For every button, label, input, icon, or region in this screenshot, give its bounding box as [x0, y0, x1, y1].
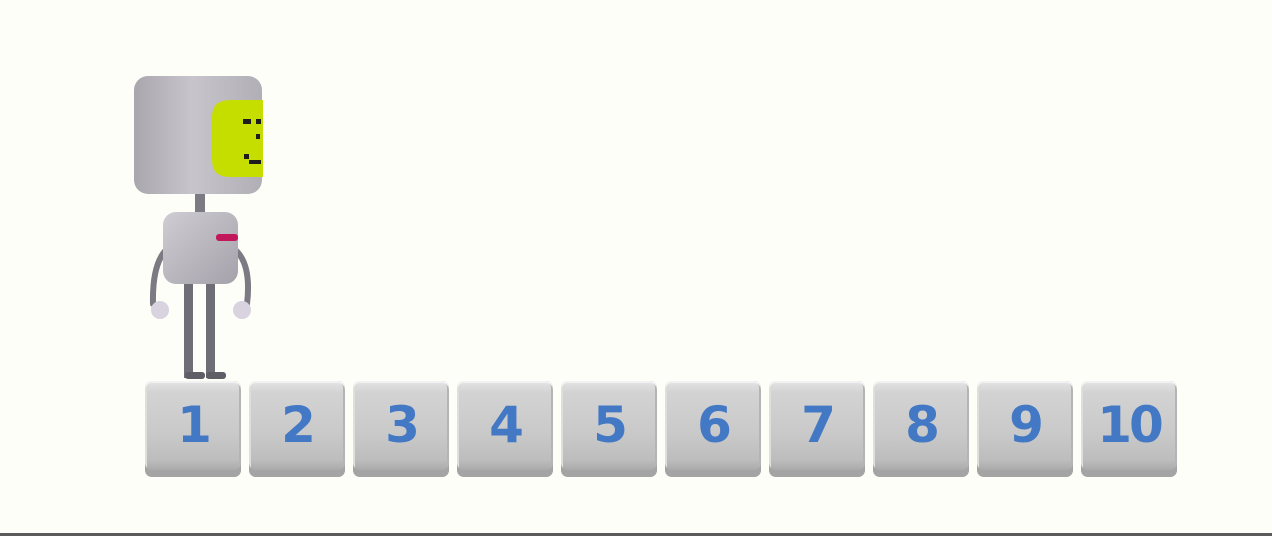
- bottom-divider: [0, 533, 1272, 536]
- number-tile-8[interactable]: 8: [873, 381, 969, 477]
- tile-number: 7: [801, 396, 836, 454]
- tile-number: 8: [905, 396, 940, 454]
- tile-number: 10: [1097, 396, 1164, 454]
- number-tile-1[interactable]: 1: [145, 381, 241, 477]
- tile-number: 6: [697, 396, 732, 454]
- robot-face: [212, 100, 263, 177]
- number-tile-2[interactable]: 2: [249, 381, 345, 477]
- number-tile-6[interactable]: 6: [665, 381, 761, 477]
- robot-character: [134, 76, 263, 379]
- right-hand: [233, 301, 251, 319]
- number-tile-9[interactable]: 9: [977, 381, 1073, 477]
- number-tile-7[interactable]: 7: [769, 381, 865, 477]
- tile-number: 2: [281, 396, 316, 454]
- number-tile-10[interactable]: 10: [1081, 381, 1177, 477]
- robot-body: [163, 212, 238, 284]
- tile-number: 3: [385, 396, 420, 454]
- tile-number: 1: [177, 396, 212, 454]
- tile-number: 4: [489, 396, 524, 454]
- robot-badge: [216, 234, 238, 241]
- number-tile-4[interactable]: 4: [457, 381, 553, 477]
- tile-number: 9: [1009, 396, 1044, 454]
- number-tile-3[interactable]: 3: [353, 381, 449, 477]
- left-hand: [151, 301, 169, 319]
- tile-number: 5: [593, 396, 628, 454]
- number-tile-5[interactable]: 5: [561, 381, 657, 477]
